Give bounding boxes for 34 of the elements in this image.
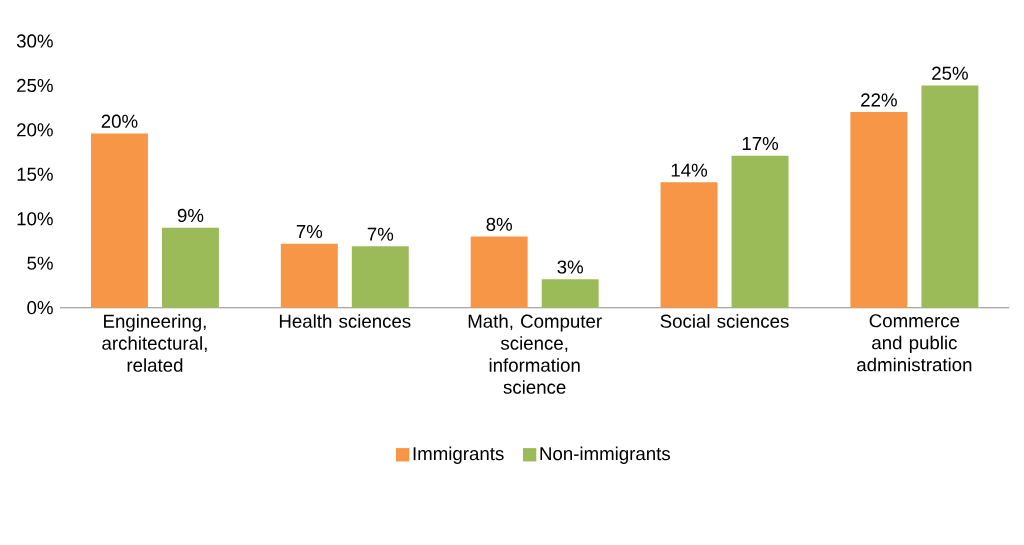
- data-label: 14%: [671, 163, 708, 177]
- bar: [161, 227, 219, 308]
- y-tick-label: 15%: [17, 167, 53, 181]
- bar: [731, 155, 789, 308]
- x-tick-label: Commerce and public administration: [857, 314, 972, 372]
- data-label: 22%: [861, 93, 897, 107]
- bar: [351, 246, 409, 308]
- data-label: 7%: [367, 227, 394, 241]
- bar: [541, 279, 599, 308]
- data-label: 20%: [101, 114, 138, 128]
- y-tick-label: 5%: [27, 256, 53, 270]
- y-tick-label: 25%: [17, 78, 53, 93]
- x-tick-label: Math, Computer science, information science: [468, 314, 602, 394]
- legend-label: Non-immigrants: [540, 446, 670, 464]
- y-tick-label: 30%: [16, 34, 53, 48]
- data-label: 3%: [557, 260, 583, 274]
- data-label: 8%: [486, 217, 512, 231]
- bar: [850, 112, 908, 308]
- y-tick-label: 20%: [17, 123, 53, 137]
- bar: [90, 133, 148, 308]
- legend-label: Immigrants: [413, 446, 504, 464]
- bar: [921, 85, 979, 308]
- data-label: 9%: [177, 208, 204, 223]
- bar: [280, 243, 338, 308]
- data-label: 25%: [932, 66, 968, 80]
- data-label: 7%: [296, 224, 323, 239]
- data-label: 17%: [742, 136, 779, 151]
- bar: [660, 182, 718, 308]
- x-tick-label: Social sciences: [660, 314, 789, 328]
- x-tick-label: Health sciences: [279, 314, 411, 328]
- bar: [470, 236, 528, 308]
- y-tick-label: 10%: [17, 212, 53, 226]
- y-tick-label: 0%: [27, 301, 53, 315]
- x-tick-label: Engineering, architectural, related: [102, 314, 207, 372]
